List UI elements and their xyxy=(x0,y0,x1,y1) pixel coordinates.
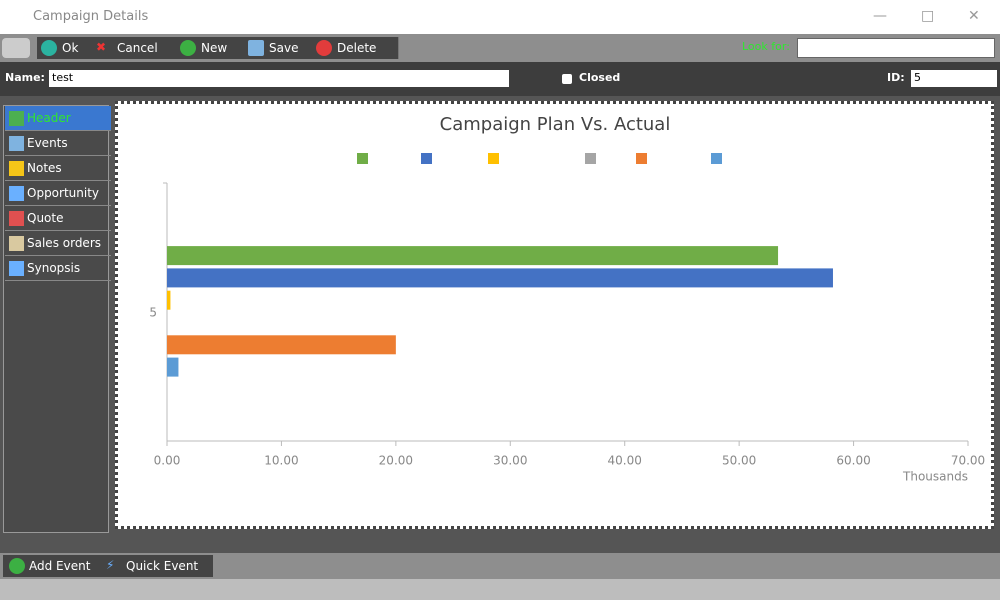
sidebar-label: Events xyxy=(27,136,68,150)
cancel-button[interactable]: ✖ Cancel xyxy=(92,37,180,59)
id-input[interactable]: 5 xyxy=(911,70,997,87)
button-label: Save xyxy=(269,41,299,55)
sidebar-icon xyxy=(9,260,24,276)
toolbar: Ok ✖ Cancel New Save Delete Look for: xyxy=(0,34,1000,62)
closed-label: Closed xyxy=(579,71,621,84)
new-button[interactable]: New xyxy=(176,37,248,59)
delete-button[interactable]: Delete xyxy=(312,37,399,59)
button-label: Quick Event xyxy=(126,559,199,573)
sidebar-icon xyxy=(9,210,24,226)
sidebar-icon xyxy=(9,185,24,201)
sidebar-item[interactable]: Quote xyxy=(5,206,111,231)
app-icon xyxy=(2,38,30,58)
sidebar-icon xyxy=(9,160,24,176)
minimize[interactable]: — xyxy=(873,8,887,24)
sidebar-icon xyxy=(9,235,24,251)
button-label: Ok xyxy=(62,41,79,55)
save-button[interactable]: Save xyxy=(244,37,316,59)
maximize[interactable]: □ xyxy=(921,8,935,24)
sidebar-item[interactable]: Notes xyxy=(5,156,111,181)
sidebar-item[interactable]: Header xyxy=(5,106,111,131)
bottom-bar: Add Event ⚡ Quick Event xyxy=(0,553,1000,579)
look-for-label: Look for: xyxy=(742,40,790,53)
look-for-box[interactable] xyxy=(797,38,995,58)
add-event-button[interactable]: Add Event xyxy=(3,555,104,577)
chart-panel xyxy=(115,101,994,529)
button-label: Delete xyxy=(337,41,377,55)
sidebar-label: Synopsis xyxy=(27,261,81,275)
sidebar-item[interactable]: Synopsis xyxy=(5,256,111,281)
sidebar-label: Quote xyxy=(27,211,64,225)
sidebar-icon xyxy=(9,135,24,151)
name-input[interactable]: test xyxy=(49,70,509,87)
button-label: Cancel xyxy=(117,41,158,55)
sidebar-label: Notes xyxy=(27,161,62,175)
sidebar-icon xyxy=(9,110,24,126)
id-label: ID: xyxy=(887,71,905,84)
name-label: Name: xyxy=(5,71,45,84)
sidebar-label: Opportunity xyxy=(27,186,100,200)
sidebar-item[interactable]: Events xyxy=(5,131,111,156)
title-bar: Campaign Details — □ ✕ xyxy=(0,0,1000,34)
closed-checkbox[interactable] xyxy=(562,74,572,84)
window-title: Campaign Details xyxy=(33,9,149,24)
close[interactable]: ✕ xyxy=(968,8,980,24)
form-row: Name: test Closed ID: 5 xyxy=(0,62,1000,96)
sidebar-label: Sales orders xyxy=(27,236,102,250)
quick-event-button[interactable]: ⚡ Quick Event xyxy=(100,555,213,577)
sidebar-item[interactable]: Sales orders xyxy=(5,231,111,256)
button-label: New xyxy=(201,41,228,55)
button-label: Add Event xyxy=(29,559,91,573)
sidebar: Header Events Notes Opportunity Quote Sales o… xyxy=(3,105,111,533)
ok-button[interactable]: Ok xyxy=(37,37,96,59)
status-bar xyxy=(0,579,1000,600)
sidebar-item[interactable]: Opportunity xyxy=(5,181,111,206)
sidebar-label: Header xyxy=(27,111,71,125)
